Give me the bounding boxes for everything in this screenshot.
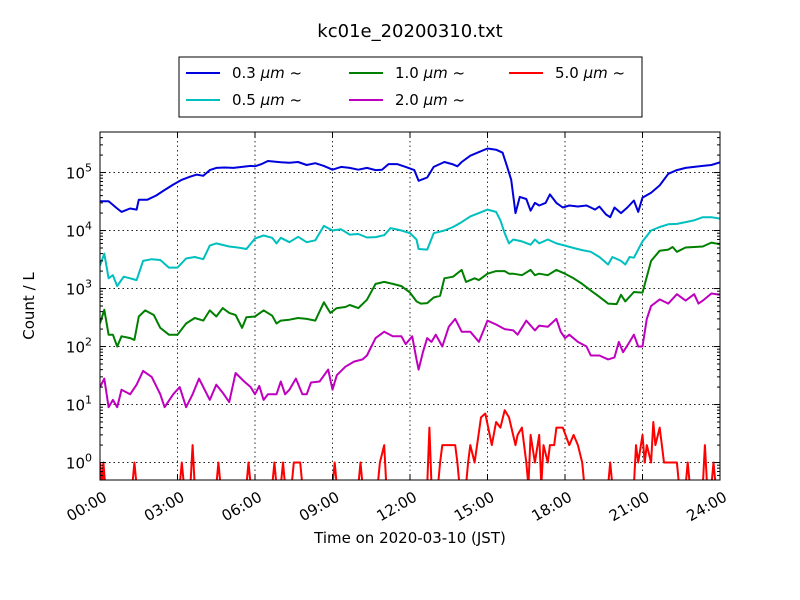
x-tick-label: 03:00 [141,488,187,525]
series-line-5 [100,409,717,480]
legend: 0.3 μm ~ 0.5 μm ~ 1.0 μm ~ 2.0 μm ~ 5.0 μm ~ [178,56,643,118]
x-tick-label: 06:00 [219,488,265,525]
series-layer [100,147,720,480]
x-tick-label: 18:00 [529,488,575,525]
series-line-2 [100,208,720,288]
x-axis-label: Time on 2020-03-10 (JST) [313,529,506,547]
x-tick-label: 21:00 [606,488,652,525]
x-tick-labels: 00:00 03:00 06:00 09:00 12:00 15:00 18:00 21:00… [64,488,730,525]
legend-label-1: 0.3 μm ~ [232,64,302,82]
legend-label-2: 0.5 μm ~ [232,91,302,109]
y-tick-label: 105 [66,162,92,183]
x-tick-label: 15:00 [451,488,497,525]
plot-frame [99,131,721,481]
x-tick-label: 00:00 [64,488,110,525]
y-tick-labels: 100 101 102 103 104 105 [66,162,92,473]
series-line-3 [100,241,720,348]
series-line-4 [100,292,720,409]
y-tick-label: 103 [66,278,92,299]
x-tick-label: 24:00 [684,488,730,525]
y-tick-label: 101 [66,394,92,415]
legend-label-3: 1.0 μm ~ [395,64,465,82]
chart-title: kc01e_20200310.txt [317,21,502,42]
legend-frame [178,56,643,118]
legend-label-4: 2.0 μm ~ [395,91,465,109]
y-tick-label: 102 [66,336,92,357]
series-line-1 [100,147,720,219]
ticks [99,131,721,481]
x-tick-label: 12:00 [374,488,420,525]
x-tick-label: 09:00 [296,488,342,525]
y-tick-label: 104 [66,220,92,241]
y-tick-label: 100 [66,452,92,473]
grid [100,132,720,480]
y-axis-label: Count / L [20,272,38,340]
legend-label-5: 5.0 μm ~ [555,64,625,82]
